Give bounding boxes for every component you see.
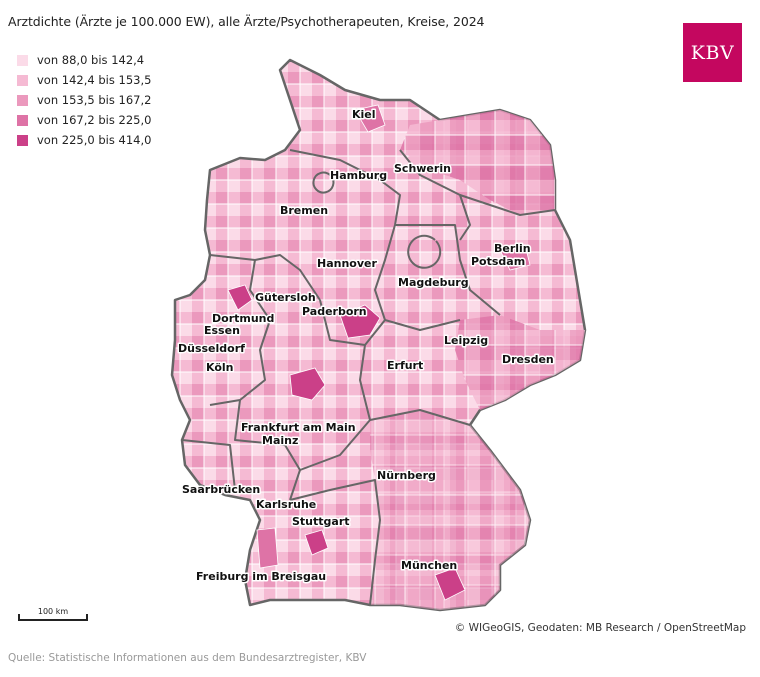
city-label: Bremen [280,204,328,217]
city-label: Düsseldorf [178,342,245,355]
legend-label: von 167,2 bis 225,0 [37,113,152,127]
city-label: Dresden [502,353,554,366]
hotspot-area [256,527,279,569]
hotspot-area [227,284,253,311]
copyright-notice: © WIGeoGIS, Geodaten: MB Research / Open… [454,622,746,634]
legend-item: von 225,0 bis 414,0 [17,130,151,150]
legend-item: von 88,0 bis 142,4 [17,50,151,70]
city-label: Leipzig [444,334,488,347]
scale-bar-label: 100 km [37,607,69,616]
legend-label: von 142,4 bis 153,5 [37,73,152,87]
legend: von 88,0 bis 142,4 von 142,4 bis 153,5 v… [17,50,151,150]
legend-swatch [17,134,28,146]
city-label: Stuttgart [292,515,350,528]
city-label: Schwerin [394,162,451,175]
region-bavaria [370,410,530,610]
scale-bar: 100 km [18,607,88,621]
region-northeast [400,110,555,215]
city-label: Essen [204,324,240,337]
legend-item: von 153,5 bis 167,2 [17,90,151,110]
city-label: Hamburg [330,169,387,182]
city-label: Magdeburg [398,276,469,289]
city-label: Kiel [352,108,376,121]
city-label: Potsdam [471,255,525,268]
city-label: Gütersloh [255,291,316,304]
scale-bar-line [18,614,88,621]
hotspot-area [304,529,329,556]
legend-swatch [17,114,28,126]
city-label: Köln [206,361,234,374]
legend-item: von 167,2 bis 225,0 [17,110,151,130]
legend-swatch [17,94,28,106]
hotspot-area [354,104,386,133]
city-label: Karlsruhe [256,498,316,511]
city-label: Frankfurt am Main [241,421,356,434]
legend-item: von 142,4 bis 153,5 [17,70,151,90]
legend-label: von 225,0 bis 414,0 [37,133,152,147]
legend-label: von 88,0 bis 142,4 [37,53,145,67]
city-label: Berlin [494,242,531,255]
city-label: Saarbrücken [182,483,260,496]
hotspot-area [339,304,381,339]
map-title: Arztdichte (Ärzte je 100.000 EW), alle Ä… [8,14,485,29]
legend-swatch [17,54,28,66]
source-note: Quelle: Statistische Informationen aus d… [8,652,367,664]
city-label: Nürnberg [377,469,436,482]
city-label: Mainz [262,434,298,447]
legend-label: von 153,5 bis 167,2 [37,93,152,107]
kbv-logo: KBV [683,23,742,82]
hotspot-area [289,367,326,401]
city-label: Dortmund [212,312,274,325]
region-saxony [455,315,585,410]
state-boundaries [181,149,556,606]
legend-swatch [17,74,28,86]
city-label: Erfurt [387,359,423,372]
hotspot-area [434,567,466,601]
city-label: München [401,559,457,572]
city-label: Paderborn [302,305,367,318]
city-label: Freiburg im Breisgau [196,570,326,583]
hotspot-area [499,244,531,271]
city-label: Hannover [317,257,377,270]
